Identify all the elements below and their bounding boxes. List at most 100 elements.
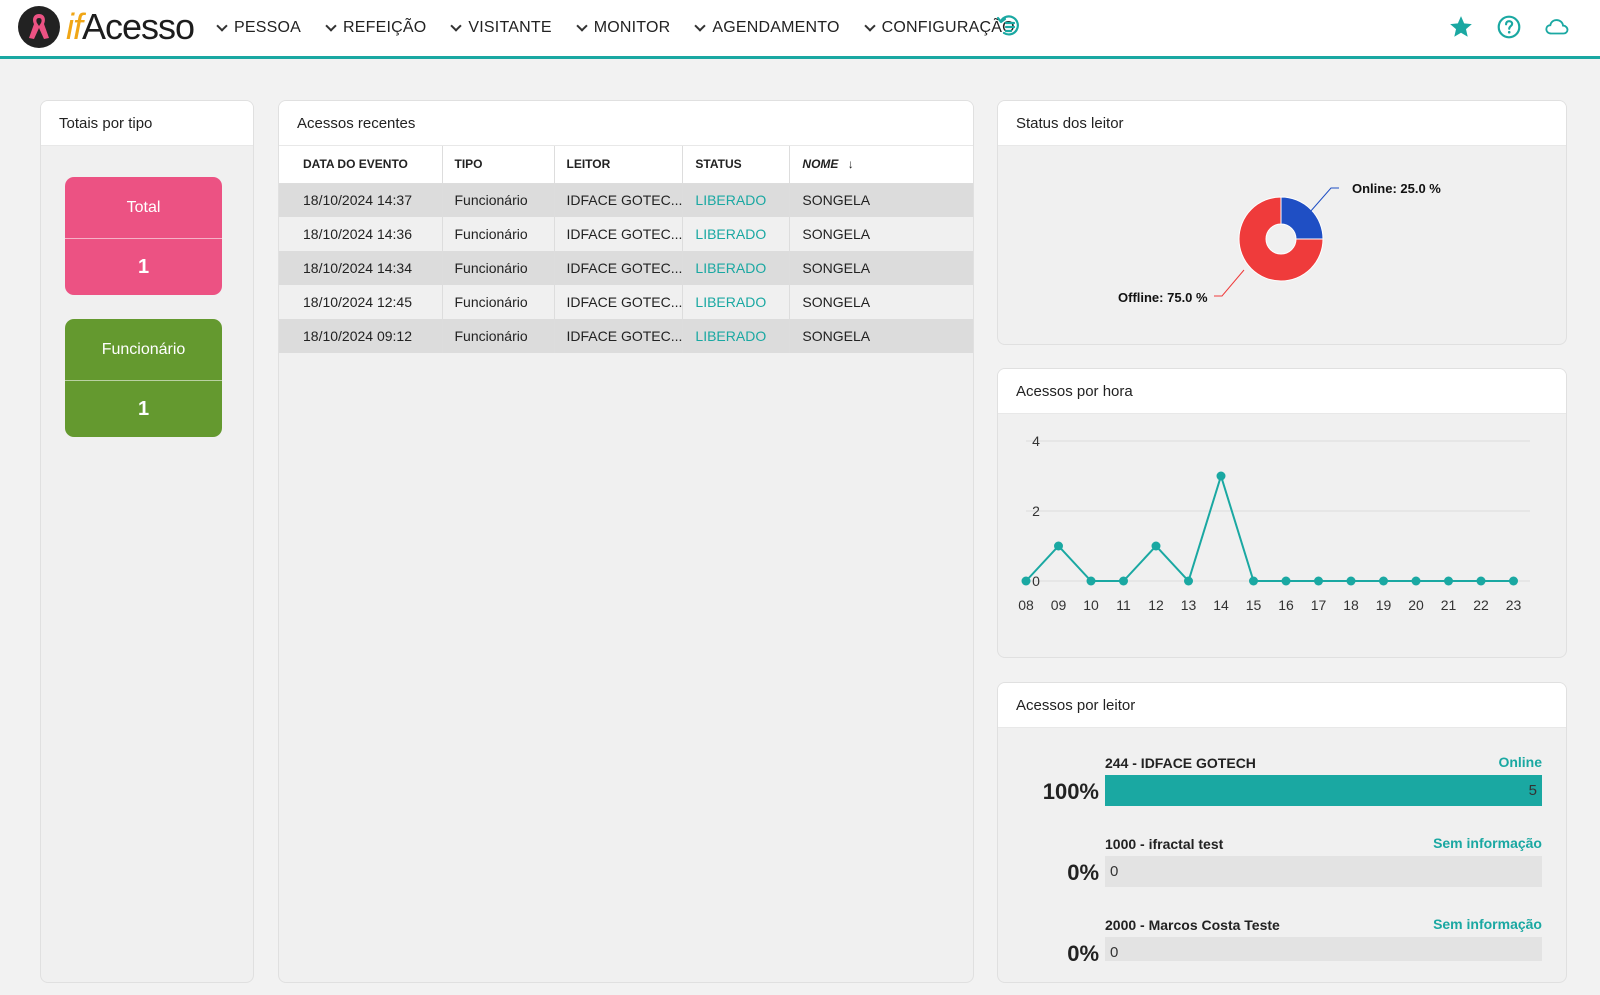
cell-status: LIBERADO [682,251,791,285]
x-tick-label: 12 [1148,597,1164,613]
hourly-card-title: Acessos por hora [998,369,1566,414]
offline-label: Offline: 75.0 % [1118,290,1208,305]
reader-count: 0 [1110,944,1119,961]
data-point[interactable] [1379,576,1388,586]
x-tick-label: 15 [1246,597,1262,613]
table-row[interactable]: 18/10/2024 14:37 Funcionário IDFACE GOTE… [279,183,973,217]
online-leader-line [1309,187,1339,213]
col-nome-label: NOME [802,157,839,172]
recent-card-title: Acessos recentes [279,101,973,146]
col-data-do-evento[interactable]: DATA DO EVENTO [279,146,443,184]
status-card-title: Status dos leitor [998,101,1566,146]
data-point[interactable] [1314,576,1323,586]
table-row[interactable]: 18/10/2024 14:34 Funcionário IDFACE GOTE… [279,251,973,285]
x-tick-label: 09 [1051,597,1067,613]
data-point[interactable] [1184,576,1193,586]
history-list-icon[interactable] [995,11,1023,39]
cell-tipo: Funcionário [442,285,555,319]
brand-logo[interactable]: ifAcesso [18,6,195,48]
funcionario-box[interactable]: Funcionário 1 [65,319,222,437]
cell-tipo: Funcionário [442,217,555,251]
data-point[interactable] [1281,576,1291,586]
sort-desc-icon[interactable]: ↓ [847,157,854,172]
data-point[interactable] [1086,576,1096,586]
cell-tipo: Funcionário [442,251,555,285]
nav-refeicao[interactable]: REFEIÇÃO [325,19,427,37]
status-card: Status dos leitor Online: 25.0 % Offline… [997,100,1567,345]
data-point[interactable] [1119,576,1128,586]
x-tick-label: 23 [1506,597,1522,613]
nav-pessoa[interactable]: PESSOA [216,19,301,37]
reader-item[interactable]: 1000 - ifractal test Sem informação 0% 0 [998,835,1566,896]
reader-item[interactable]: 244 - IDFACE GOTECH Online 100% 5 [998,754,1566,815]
cell-data: 18/10/2024 09:12 [279,319,443,353]
cell-nome: SONGELA [789,251,973,285]
cloud-icon[interactable] [1544,14,1570,40]
data-point[interactable] [1054,541,1063,551]
reader-bar: 0 [1105,856,1542,887]
help-icon[interactable] [1496,14,1522,40]
hourly-card: Acessos por hora 0 2 4 08 09 10 11 12 13 14 15 16 17… [997,368,1567,658]
table-row[interactable]: 18/10/2024 12:45 Funcionário IDFACE GOTE… [279,285,973,319]
cell-tipo: Funcionário [442,319,555,353]
cell-data: 18/10/2024 14:37 [279,183,443,217]
y-tick-label: 2 [1032,503,1040,519]
x-tick-label: 17 [1311,597,1327,613]
cell-tipo: Funcionário [442,183,555,217]
nav-label: REFEIÇÃO [343,19,427,36]
brand-if: if [66,6,83,47]
donut-slice-offline[interactable] [1238,196,1324,282]
cell-status: LIBERADO [682,217,791,251]
totals-card-title: Totais por tipo [41,101,253,146]
col-tipo[interactable]: TIPO [442,146,555,184]
reader-count: 0 [1110,863,1119,880]
reader-bar: 0 [1105,937,1542,961]
x-tick-label: 20 [1408,597,1424,613]
data-point[interactable] [1216,471,1226,481]
nav-agendamento[interactable]: AGENDAMENTO [694,19,839,37]
leitor-card: Acessos por leitor 244 - IDFACE GOTECH O… [997,682,1567,983]
col-leitor[interactable]: LEITOR [554,146,684,184]
col-nome[interactable]: NOME ↓ [789,146,973,184]
top-bar: ifAcesso PESSOA REFEIÇÃO VISITANTE MONIT… [0,0,1600,59]
reader-percent: 0% [1067,941,1099,966]
data-point[interactable] [1509,576,1518,586]
nav-monitor[interactable]: MONITOR [576,19,671,37]
reader-item[interactable]: 2000 - Marcos Costa Teste Sem informação… [998,916,1566,977]
donut-slice-online[interactable] [1280,196,1324,240]
funcionario-value: 1 [137,398,150,420]
nav-label: MONITOR [593,19,671,36]
totals-card: Totais por tipo Total 1 Funcionário 1 [40,100,254,983]
reader-bar: 5 [1105,775,1542,806]
data-point[interactable] [1444,576,1453,586]
data-point[interactable] [1346,576,1356,586]
x-tick-label: 11 [1116,597,1131,613]
total-box[interactable]: Total 1 [65,177,222,295]
chevron-down-icon [216,20,228,32]
col-status[interactable]: STATUS [682,146,791,184]
status-donut-chart: Online: 25.0 % Offline: 75.0 % [1118,181,1441,305]
total-value: 1 [137,256,150,278]
data-point[interactable] [1249,576,1258,586]
brand-acesso: Acesso [82,6,195,47]
x-tick-label: 08 [1018,597,1034,613]
reader-percent: 0% [1067,860,1099,885]
nav-visitante[interactable]: VISITANTE [450,19,552,37]
nav-configuracao[interactable]: CONFIGURAÇÃO [863,19,1015,37]
star-icon[interactable] [1448,14,1474,40]
brand-name: ifAcesso [66,6,195,48]
cell-leitor: IDFACE GOTEC... [554,217,684,251]
online-label: Online: 25.0 % [1352,181,1441,196]
reader-state: Sem informação [1433,835,1542,851]
data-point[interactable] [1476,576,1486,586]
reader-state: Online [1498,754,1542,770]
table-row[interactable]: 18/10/2024 09:12 Funcionário IDFACE GOTE… [279,319,973,353]
cell-leitor: IDFACE GOTEC... [554,285,684,319]
funcionario-label: Funcionário [65,319,222,381]
table-row[interactable]: 18/10/2024 14:36 Funcionário IDFACE GOTE… [279,217,973,251]
data-point[interactable] [1021,576,1031,586]
data-point[interactable] [1411,576,1421,586]
data-point[interactable] [1151,541,1161,551]
y-tick-label: 4 [1032,433,1040,449]
chevron-down-icon [325,20,337,32]
